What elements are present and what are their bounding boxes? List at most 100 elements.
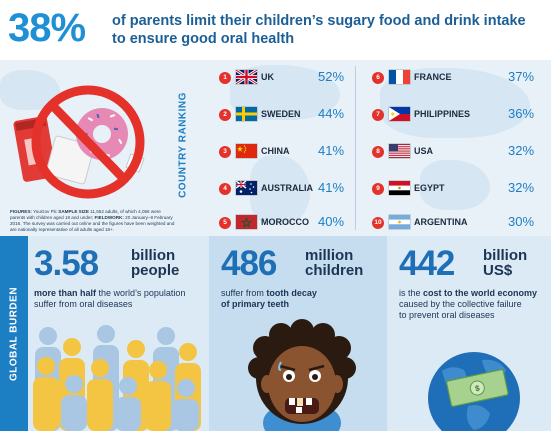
rank-number: 8 <box>372 146 384 158</box>
ranking-column-divider <box>355 66 356 230</box>
rank-number: 4 <box>219 183 231 195</box>
country-name: SWEDEN <box>261 109 301 119</box>
ranking-row: 3 CHINA 41% <box>219 143 347 160</box>
country-percent: 30% <box>508 214 535 229</box>
stat-value: 486 <box>221 244 277 283</box>
burden-panel-people: 3.58 billion people more than half the w… <box>28 236 209 431</box>
stat-desc-text: is the <box>399 288 424 298</box>
stat-desc-bold: more than half <box>34 288 97 298</box>
rank-number: 5 <box>219 217 231 229</box>
ranking-row: 6 FRANCE 37% <box>372 69 542 86</box>
country-percent: 52% <box>318 69 345 84</box>
country-percent: 36% <box>508 106 535 121</box>
stat-description: more than half the world’s population su… <box>34 288 185 310</box>
fieldwork-label: FIELDWORK: <box>94 215 124 220</box>
china-flag-icon <box>236 144 257 158</box>
country-name: USA <box>414 146 434 156</box>
stat-value: 442 <box>399 244 455 283</box>
argentina-flag-icon <box>389 215 410 229</box>
country-percent: 44% <box>318 106 345 121</box>
uk-flag-icon <box>236 70 257 84</box>
rank-number: 9 <box>372 183 384 195</box>
rank-number: 3 <box>219 146 231 158</box>
country-name: PHILIPPINES <box>414 109 471 119</box>
morocco-flag-icon <box>236 215 257 229</box>
stat-unit-line-2: children <box>305 262 364 279</box>
people-group-icon <box>33 325 201 431</box>
stat-value: 3.58 <box>34 244 99 283</box>
stat-description: is the cost to the world economy caused … <box>399 288 537 321</box>
stat-desc-bold: tooth decay <box>266 288 317 298</box>
headline-line-1: of parents limit their children’s sugary… <box>112 13 526 29</box>
rank-number: 10 <box>372 217 384 229</box>
rank-number: 6 <box>372 72 384 84</box>
stat-desc-line-2: of primary teeth <box>221 299 290 309</box>
stat-desc-line-2: suffer from oral diseases <box>34 299 133 309</box>
ranking-row: 9 EGYPT 32% <box>372 180 542 197</box>
country-percent: 32% <box>508 143 535 158</box>
child-toothache-icon <box>248 319 356 431</box>
figures-label: FIGURES: <box>10 209 32 214</box>
no-sugar-icon <box>13 85 145 199</box>
sample-size-label: SAMPLE SIZE <box>58 209 89 214</box>
rank-number: 1 <box>219 72 231 84</box>
egypt-flag-icon <box>389 181 410 195</box>
header: 38% of parents limit their children’s su… <box>0 0 551 60</box>
stat-unit-line-1: million <box>305 247 354 264</box>
world-map-shape <box>250 155 310 225</box>
country-name: MOROCCO <box>261 217 309 227</box>
rank-number: 2 <box>219 109 231 121</box>
stat-unit: billion people <box>131 248 179 278</box>
country-name: UK <box>261 72 274 82</box>
country-name: FRANCE <box>414 72 452 82</box>
ranking-row: 1 UK 52% <box>219 69 347 86</box>
burden-panel-economy: 442 billion US$ is the cost to the world… <box>387 236 551 431</box>
ranking-row: 10 ARGENTINA 30% <box>372 214 542 231</box>
ranking-row: 2 SWEDEN 44% <box>219 106 347 123</box>
stat-unit-line-1: billion <box>483 247 528 264</box>
fieldwork-text: 20 January–8 February 2016. The survey w… <box>10 215 175 232</box>
ranking-row: 5 MOROCCO 40% <box>219 214 347 231</box>
stat-unit-line-1: billion <box>131 247 176 264</box>
country-name: AUSTRALIA <box>261 183 313 193</box>
country-name: CHINA <box>261 146 290 156</box>
stat-unit-line-2: US$ <box>483 262 513 279</box>
stat-unit-line-2: people <box>131 262 180 279</box>
headline-line-2: to ensure good oral health <box>112 31 295 47</box>
globe-money-icon: $ <box>428 352 520 431</box>
country-ranking-label-text: COUNTRY RANKING <box>177 92 189 198</box>
country-percent: 41% <box>318 143 345 158</box>
stat-desc-line-3: to prevent oral diseases <box>399 310 495 320</box>
usa-flag-icon <box>389 144 410 158</box>
ranking-row: 4 AUSTRALIA 41% <box>219 180 347 197</box>
australia-flag-icon <box>236 181 257 195</box>
stat-desc-text: the world’s population <box>96 288 186 298</box>
country-percent: 32% <box>508 180 535 195</box>
stat-unit: billion US$ <box>483 248 527 278</box>
country-percent: 37% <box>508 69 535 84</box>
global-burden-label-text: GLOBAL BURDEN <box>8 286 20 381</box>
rank-number: 7 <box>372 109 384 121</box>
stat-desc-line-2: caused by the collective failure <box>399 299 522 309</box>
global-burden-label: GLOBAL BURDEN <box>0 236 28 431</box>
headline-percentage: 38% <box>8 6 86 50</box>
stat-desc-bold: cost to the world economy <box>423 288 538 298</box>
svg-text:$: $ <box>474 384 481 394</box>
country-name: ARGENTINA <box>414 217 468 227</box>
burden-panel-children: 486 million children suffer from tooth d… <box>209 236 387 431</box>
country-name: EGYPT <box>414 183 445 193</box>
country-percent: 41% <box>318 180 345 195</box>
philippines-flag-icon <box>389 107 410 121</box>
country-ranking-section <box>0 60 551 236</box>
ranking-row: 7 PHILIPPINES 36% <box>372 106 542 123</box>
country-ranking-label: COUNTRY RANKING <box>171 92 195 198</box>
figures-text: YouGov Plc <box>31 209 59 214</box>
sweden-flag-icon <box>236 107 257 121</box>
stat-description: suffer from tooth decay of primary teeth <box>221 288 317 310</box>
country-percent: 40% <box>318 214 345 229</box>
sample-size-text: 11,552 adults, of which 4,056 were paren… <box>10 209 161 220</box>
survey-figures-note: FIGURES: YouGov Plc SAMPLE SIZE 11,552 a… <box>10 209 175 233</box>
france-flag-icon <box>389 70 410 84</box>
stat-desc-text: suffer from <box>221 288 267 298</box>
